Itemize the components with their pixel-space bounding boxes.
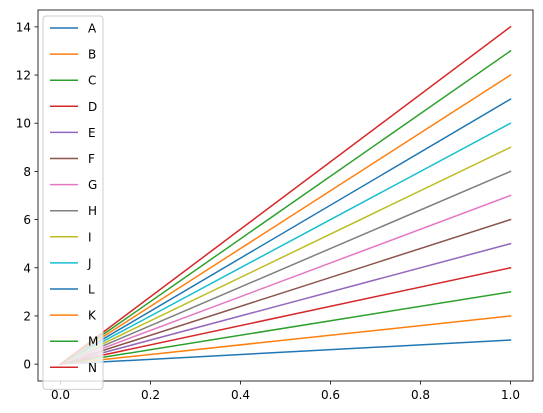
x-tick-label: 0.6 xyxy=(321,388,340,402)
legend-box xyxy=(42,15,104,390)
legend-label-d: D xyxy=(88,100,97,114)
x-tick-label: 0.4 xyxy=(231,388,250,402)
series-line-h xyxy=(59,170,512,366)
legend-label-b: B xyxy=(88,48,96,62)
legend-label-i: I xyxy=(88,230,92,244)
series-line-d xyxy=(59,266,512,366)
series-line-c xyxy=(59,291,512,365)
legend-label-e: E xyxy=(88,126,96,140)
legend-label-h: H xyxy=(88,204,97,218)
y-tick-label: 2 xyxy=(23,309,31,323)
series-line-g xyxy=(59,194,512,366)
legend-label-k: K xyxy=(88,309,97,323)
legend-label-n: N xyxy=(88,361,97,375)
series-line-f xyxy=(59,218,512,366)
legend-label-j: J xyxy=(87,256,92,270)
legend-label-m: M xyxy=(88,335,98,349)
series-line-k xyxy=(59,74,512,366)
y-tick-label: 6 xyxy=(23,213,31,227)
axes-frame xyxy=(37,9,534,382)
series-line-n xyxy=(59,25,512,366)
axes-layer: 0.0 0.2 0.4 0.6 0.8 1.0 0 2 4 6 8 10 12 14 xyxy=(16,9,534,402)
series-line-m xyxy=(59,49,512,366)
series-line-a xyxy=(59,339,512,365)
y-tick-label: 12 xyxy=(16,69,31,83)
x-tick-label: 0.0 xyxy=(51,388,70,402)
y-tick-label: 14 xyxy=(16,20,31,34)
series-line-b xyxy=(59,315,512,365)
legend-label-l: L xyxy=(88,283,95,297)
legend-label-a: A xyxy=(88,22,97,36)
series-line-l xyxy=(59,98,512,366)
y-tick-label: 0 xyxy=(23,358,31,372)
series-line-j xyxy=(59,122,512,366)
legend-label-c: C xyxy=(88,74,96,88)
series-line-e xyxy=(59,242,512,366)
y-tick-label: 8 xyxy=(23,165,31,179)
x-tick-label: 0.8 xyxy=(411,388,430,402)
y-tick-label: 4 xyxy=(23,261,31,275)
x-tick-label: 0.2 xyxy=(141,388,160,402)
x-tick-label: 1.0 xyxy=(501,388,520,402)
legend-label-f: F xyxy=(88,152,95,166)
legend-label-g: G xyxy=(88,178,97,192)
series-layer xyxy=(59,25,512,366)
series-line-i xyxy=(59,146,512,366)
y-tick-label: 10 xyxy=(16,117,31,131)
